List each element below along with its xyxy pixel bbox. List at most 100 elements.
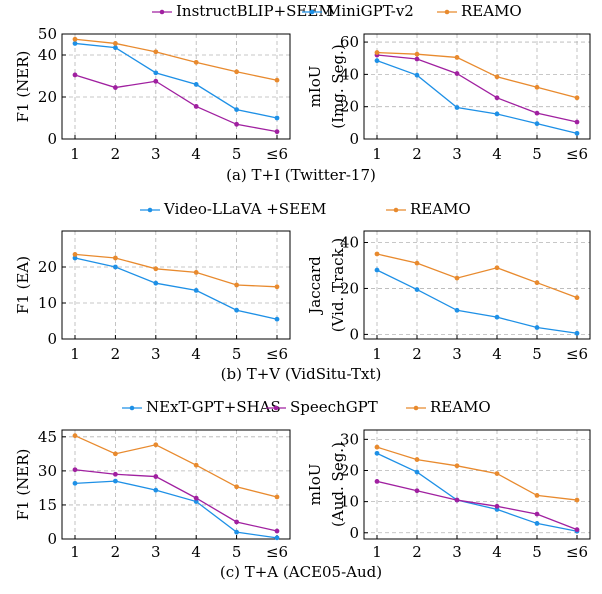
series-line [74, 480, 278, 539]
series-line [74, 253, 278, 288]
x-tick-label: 3 [151, 543, 161, 561]
data-point [72, 255, 78, 261]
data-point [274, 494, 280, 500]
data-point [494, 314, 500, 320]
y-tick-label: 0 [47, 530, 57, 548]
series-line [74, 38, 278, 81]
legend-label: REAMO [461, 2, 522, 20]
series [374, 58, 580, 136]
grid [62, 430, 290, 540]
data-point [494, 111, 500, 117]
y-tick-label: 30 [38, 462, 57, 480]
legend-item: NExT-GPT+SHAS [122, 398, 281, 416]
data-point [72, 467, 78, 473]
y-axis-label: (Img. Seg.) [329, 44, 347, 129]
x-tick-label: 4 [191, 145, 201, 163]
data-point [274, 284, 280, 290]
x-tick-label: 4 [191, 543, 201, 561]
data-point [494, 503, 500, 509]
legend-label: REAMO [410, 200, 471, 218]
data-point [534, 493, 540, 498]
series [72, 433, 280, 500]
series-line [376, 253, 578, 299]
data-point [414, 457, 420, 462]
legend-item: MiniGPT-v2 [302, 2, 414, 20]
data-point [574, 119, 580, 125]
data-point [374, 251, 380, 257]
series [374, 450, 580, 534]
x-tick-label: 5 [532, 543, 542, 561]
data-point [574, 527, 580, 533]
series [72, 41, 280, 121]
legend-marker [309, 9, 315, 15]
data-point [414, 51, 420, 57]
axes-frame [363, 33, 591, 140]
x-tick-label: 3 [151, 145, 161, 163]
x-tick-label: 4 [191, 345, 201, 363]
x-tick-label: ≤6 [266, 145, 288, 163]
chart-panel: 1 2 3 4 5 ≤6 0 20 40 Jaccard (Vid. Track.) [306, 230, 591, 363]
legend-item: InstructBLIP+SEEM [152, 2, 334, 20]
y-tick-label: 40 [340, 65, 359, 83]
legend-label: Video-LLaVA +SEEM [163, 200, 326, 218]
grid [62, 33, 290, 140]
y-tick-label: 20 [340, 279, 359, 297]
legend-item: SpeechGPT [266, 398, 378, 416]
series-line [376, 480, 578, 531]
x-tick-label: 4 [492, 345, 502, 363]
data-point [534, 121, 540, 127]
data-point [494, 471, 500, 476]
data-point [113, 41, 118, 46]
series [72, 36, 280, 83]
legend-marker [413, 405, 419, 411]
data-point [72, 433, 78, 439]
chart-panel: 1 2 3 4 5 ≤6 0 20 40 50 F1 (NER) [14, 25, 291, 163]
y-tick-label: 40 [340, 233, 359, 251]
data-point [234, 121, 240, 127]
data-point [534, 110, 540, 116]
data-point [193, 59, 199, 65]
caption: (a) T+I (Twitter-17) [226, 166, 376, 184]
legend-item: REAMO [437, 2, 522, 20]
x-tick-label: ≤6 [566, 145, 588, 163]
chart-panel: 1 2 3 4 5 ≤6 0 10 20 30 mIoU (Aud. Seg.) [306, 429, 591, 561]
x-tick-label: 5 [232, 345, 242, 363]
data-point [193, 499, 199, 504]
x-tick-label: 1 [70, 145, 80, 163]
data-point [153, 266, 159, 272]
legend-marker [273, 405, 279, 411]
axes-frame [363, 429, 591, 540]
data-point [274, 77, 280, 83]
data-point [72, 252, 78, 257]
grid [364, 34, 590, 140]
x-tick-label: 4 [492, 543, 502, 561]
grid [364, 231, 590, 339]
series [374, 52, 580, 125]
data-point [574, 497, 580, 503]
data-point [414, 56, 420, 62]
data-point [113, 264, 118, 270]
data-point [113, 85, 118, 90]
series-line [376, 60, 578, 134]
data-point [274, 129, 280, 135]
series [374, 251, 580, 301]
legend-marker [444, 9, 450, 15]
series [72, 467, 280, 534]
series [72, 478, 280, 541]
axes-frame [61, 33, 291, 140]
data-point [234, 107, 240, 112]
row-2: Video-LLaVA +SEEM REAMO (b) T+V (VidSitu-T… [14, 200, 591, 383]
series-line [74, 257, 278, 320]
x-tick-label: 1 [372, 543, 382, 561]
data-point [574, 295, 580, 301]
data-point [72, 36, 78, 42]
series-line [74, 469, 278, 532]
caption: (c) T+A (ACE05-Aud) [220, 563, 382, 581]
series [72, 252, 280, 290]
data-point [534, 84, 540, 90]
y-tick-label: 30 [340, 430, 359, 448]
x-tick-label: 2 [111, 145, 121, 163]
y-axis-label: (Vid. Track.) [329, 238, 347, 333]
